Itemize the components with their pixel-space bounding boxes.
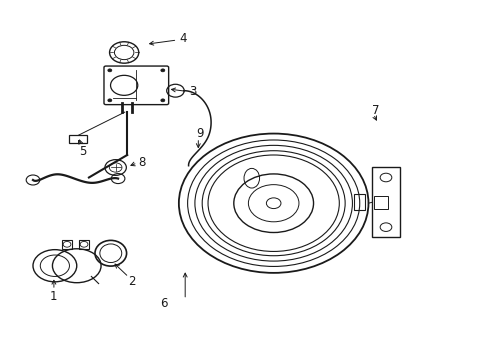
Circle shape — [161, 69, 164, 72]
Text: 1: 1 — [50, 289, 58, 303]
Bar — [79, 240, 89, 249]
Text: 4: 4 — [179, 32, 186, 45]
Bar — [69, 135, 87, 143]
Text: 6: 6 — [160, 297, 168, 310]
Bar — [353, 194, 364, 210]
Text: 7: 7 — [371, 104, 379, 117]
Circle shape — [108, 99, 112, 102]
Bar — [371, 167, 399, 237]
Text: 3: 3 — [188, 85, 196, 98]
Circle shape — [161, 99, 164, 102]
Text: 9: 9 — [196, 127, 203, 140]
Text: 5: 5 — [79, 145, 86, 158]
Bar — [373, 196, 387, 209]
Text: 2: 2 — [128, 275, 135, 288]
Circle shape — [108, 69, 112, 72]
Text: 8: 8 — [139, 156, 146, 169]
Bar — [62, 240, 72, 249]
